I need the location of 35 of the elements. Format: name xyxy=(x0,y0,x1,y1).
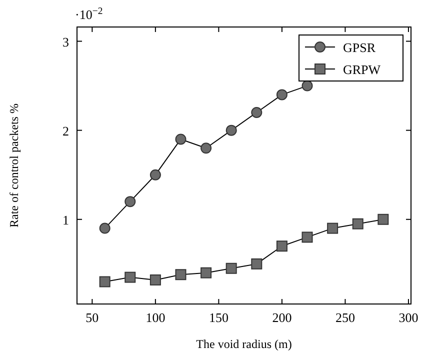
point xyxy=(124,272,136,283)
point xyxy=(175,134,186,145)
text: ·10$^{−2}$ xyxy=(75,6,103,22)
point xyxy=(226,124,237,136)
point xyxy=(352,218,364,230)
legend-label: GRPW xyxy=(343,62,382,77)
point xyxy=(251,258,262,270)
point xyxy=(200,267,212,278)
y-tick-label: 1 xyxy=(62,212,69,228)
x-axis-title: The void radius (m) xyxy=(196,337,292,351)
x-tick-label: 150 xyxy=(208,310,228,325)
y-tick-label: 2 xyxy=(62,123,69,138)
point xyxy=(99,222,110,234)
point xyxy=(302,80,313,92)
point xyxy=(124,196,136,208)
x-tick-label: 50 xyxy=(86,310,99,325)
point xyxy=(302,232,313,243)
point xyxy=(378,214,389,225)
point xyxy=(150,169,161,180)
point xyxy=(175,269,186,280)
x-tick-label: 300 xyxy=(398,310,418,325)
x-tick-label: 100 xyxy=(146,310,166,325)
point xyxy=(226,262,237,274)
y-tick-label: 3 xyxy=(62,34,69,50)
legend-label: GPSR xyxy=(343,40,376,55)
point xyxy=(99,276,110,288)
x-tick-label: 200 xyxy=(272,310,292,325)
x-tick-label: 250 xyxy=(335,310,355,325)
point xyxy=(200,142,212,154)
point xyxy=(276,89,288,100)
point xyxy=(327,222,338,234)
point xyxy=(251,107,262,118)
y-axis-title: Rate of control packets % xyxy=(7,104,21,228)
point xyxy=(150,274,161,286)
point xyxy=(276,240,288,252)
